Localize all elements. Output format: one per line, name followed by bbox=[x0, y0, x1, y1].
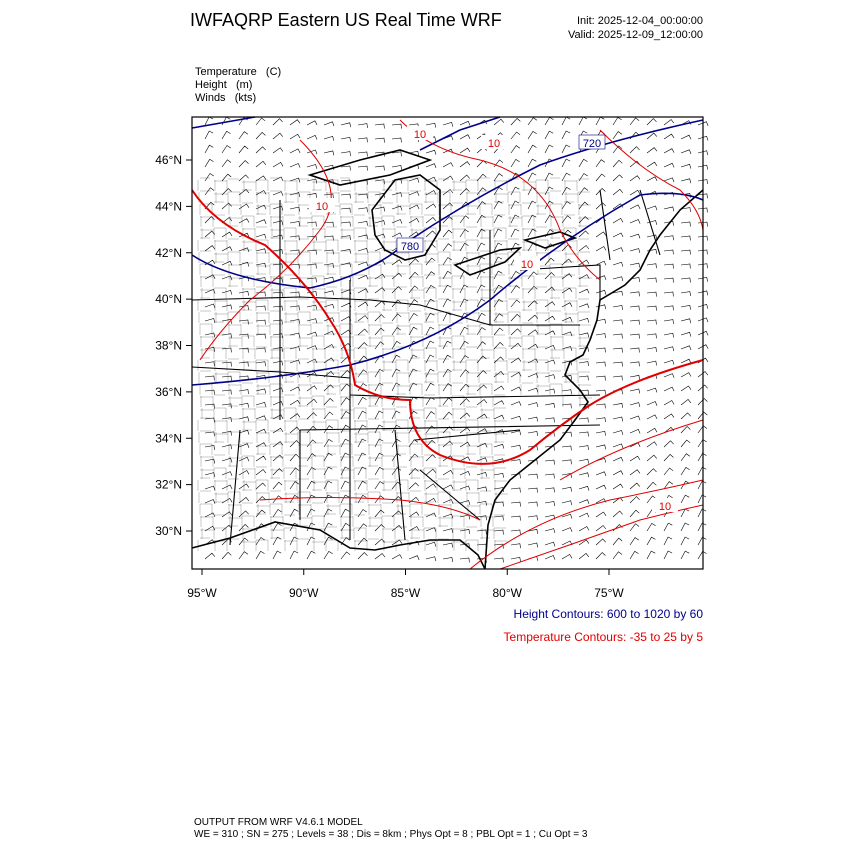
contour-label: 10 bbox=[316, 201, 328, 213]
field-label: Winds (kts) bbox=[195, 92, 256, 104]
temperature-contour bbox=[559, 419, 704, 481]
contour-label-box bbox=[309, 198, 335, 212]
height-legend: Height Contours: 600 to 1020 by 60 bbox=[514, 607, 704, 621]
lat-tick-label: 32°N bbox=[155, 478, 182, 492]
field-label: Temperature (C) bbox=[195, 66, 281, 78]
temperature-contour bbox=[399, 119, 601, 281]
init-time: Init: 2025-12-04_00:00:00 bbox=[577, 15, 703, 27]
contour-label-box bbox=[396, 237, 424, 253]
contour-labels: 10 10 720 10 780 10 10 bbox=[309, 126, 678, 513]
lon-tick-label: 95°W bbox=[187, 586, 217, 600]
lon-tick-label: 85°W bbox=[391, 586, 421, 600]
lat-tick-label: 38°N bbox=[155, 339, 182, 353]
lat-tick-label: 36°N bbox=[155, 385, 182, 399]
lon-tick-label: 75°W bbox=[594, 586, 624, 600]
coastline bbox=[484, 189, 704, 570]
state-border bbox=[489, 189, 661, 326]
contour-label: 780 bbox=[401, 241, 419, 253]
contour-label: 720 bbox=[583, 138, 601, 150]
field-label: Height (m) bbox=[195, 79, 252, 91]
valid-time: Valid: 2025-12-09_12:00:00 bbox=[568, 29, 703, 41]
lake bbox=[307, 149, 433, 186]
height-contour bbox=[191, 192, 704, 386]
map-frame bbox=[191, 116, 704, 570]
map-background bbox=[192, 117, 703, 569]
contour-label: 10 bbox=[659, 501, 671, 513]
graticule-ticks: 30°N 32°N 34°N 36°N 38°N 40°N 42°N 44°N 46°N 95°W… bbox=[155, 153, 624, 600]
contour-label-box bbox=[578, 134, 606, 150]
lat-tick-label: 42°N bbox=[155, 246, 182, 260]
footer-line: OUTPUT FROM WRF V4.6.1 MODEL bbox=[194, 817, 363, 828]
footer-line: WE = 310 ; SN = 275 ; Levels = 38 ; Dis … bbox=[194, 829, 588, 840]
temperature-contour bbox=[199, 139, 332, 361]
contour-label-box bbox=[514, 256, 540, 270]
temperature-contour bbox=[499, 504, 704, 570]
temperature-legend: Temperature Contours: -35 to 25 by 5 bbox=[504, 630, 704, 644]
lat-tick-label: 44°N bbox=[155, 199, 182, 213]
contour-label-box bbox=[652, 498, 678, 512]
coastlines bbox=[191, 149, 704, 570]
contour-label-box bbox=[407, 126, 433, 140]
lake bbox=[453, 246, 523, 276]
temperature-contour bbox=[259, 497, 481, 521]
temperature-contour bbox=[599, 129, 704, 231]
lon-tick-label: 80°W bbox=[493, 586, 523, 600]
lake bbox=[522, 231, 578, 249]
lake bbox=[371, 174, 441, 261]
contour-label: 10 bbox=[488, 138, 500, 150]
lat-tick-label: 30°N bbox=[155, 524, 182, 538]
map-body: 10 10 720 10 780 10 10 bbox=[191, 116, 709, 570]
height-contour bbox=[191, 116, 256, 129]
title: IWFAQRP Eastern US Real Time WRF bbox=[190, 10, 502, 30]
temperature-contour bbox=[191, 189, 704, 465]
lat-tick-label: 34°N bbox=[155, 431, 182, 445]
contour-label: 10 bbox=[414, 129, 426, 141]
height-contour bbox=[419, 116, 501, 151]
lat-tick-label: 46°N bbox=[155, 153, 182, 167]
contour-label: 10 bbox=[521, 259, 533, 271]
lon-tick-label: 90°W bbox=[289, 586, 319, 600]
temperature-contour bbox=[469, 479, 704, 570]
temperature-contours bbox=[191, 119, 704, 570]
contour-label-box bbox=[481, 135, 507, 149]
state-border bbox=[191, 296, 491, 326]
lat-tick-label: 40°N bbox=[155, 292, 182, 306]
